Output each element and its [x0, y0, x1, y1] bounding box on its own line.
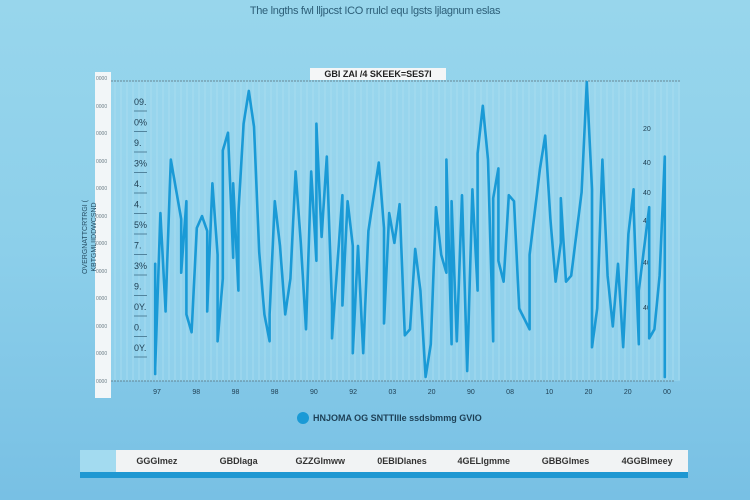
right-axis-label: 40 [643, 190, 651, 197]
y-tick-label: 5% [134, 220, 147, 230]
y-tick-label: 3% [134, 261, 147, 271]
y-tick-label-outer: 0000 [96, 103, 108, 110]
right-axis-label: 20 [643, 126, 651, 133]
y-tick-label-outer: 0000 [96, 323, 108, 330]
table-cell: 4GELlgmme [457, 456, 510, 466]
x-tick-label: 10 [545, 389, 553, 396]
right-axis-label: 40 [643, 160, 651, 167]
table-cell: GBDlaga [219, 456, 258, 466]
x-tick-label: 98 [192, 389, 200, 396]
y-tick-label: 4. [134, 179, 142, 189]
y-tick-label: 0% [134, 118, 147, 128]
y-tick-label-outer: 0000 [96, 131, 108, 137]
table-cell: GBBGlmes [541, 456, 590, 466]
y-tick-label: 9. [134, 282, 142, 292]
x-tick-label: 20 [428, 389, 436, 396]
chart-header-label: GBI ZAI /4 SKEEK=SES7I [310, 68, 446, 80]
x-tick-label: 98 [232, 389, 240, 396]
x-tick-label: 92 [349, 389, 357, 396]
right-axis-label: 40 [643, 260, 651, 267]
table-cell: GGGlmez [136, 456, 178, 466]
y-tick-label: 0. [134, 323, 142, 333]
table-underline [80, 472, 688, 478]
x-tick-label: 08 [506, 389, 514, 396]
x-tick-label: 20 [585, 389, 593, 396]
y-tick-label-outer: 0000 [96, 186, 108, 192]
legend-label: HNJOMA OG SNTTIlle ssdsbmmg GVIO [313, 413, 482, 423]
x-tick-label: 20 [624, 389, 632, 396]
y-tick-label-outer: 0000 [96, 296, 108, 302]
summary-table: GGGlmez GBDlaga GZZGlmww 0EBIDlanes 4GEL… [80, 450, 688, 472]
y-tick-label: 4. [134, 200, 142, 210]
y-tick-label: 09. [134, 97, 147, 107]
y-tick-label-outer: 0000 [96, 213, 108, 220]
y-tick-label: 0Y. [134, 302, 146, 312]
table-cell: 4GGBlmeey [621, 456, 673, 466]
x-tick-label: 90 [467, 389, 475, 396]
x-tick-label: 97 [153, 389, 161, 396]
series-line [153, 80, 667, 379]
x-tick-label: 00 [663, 389, 671, 396]
y-tick-label-outer: 0000 [96, 378, 108, 385]
y-tick-label-outer: 0000 [96, 351, 108, 357]
table-header-cell [80, 450, 116, 472]
y-tick-label-outer: 0000 [96, 158, 108, 165]
x-tick-label: 90 [310, 389, 318, 396]
table-cell: 0EBIDlanes [377, 456, 427, 466]
table-cell: GZZGlmww [295, 456, 346, 466]
x-tick-label: 98 [271, 389, 279, 396]
y-tick-label-outer: 0000 [96, 76, 108, 82]
y-tick-label: 0Y. [134, 343, 146, 353]
y-tick-label-outer: 0000 [96, 241, 108, 247]
y-tick-label: 3% [134, 159, 147, 169]
right-axis-label: 40 [643, 305, 651, 312]
x-tick-label: 03 [388, 389, 396, 396]
y-tick-label-outer: 0000 [96, 268, 108, 275]
legend: HNJOMA OG SNTTIlle ssdsbmmg GVIO [297, 412, 482, 424]
chart-title: The lngths fwl lljpcst ICO rrulcl equ lg… [249, 5, 501, 17]
legend-marker [297, 412, 309, 424]
y-tick-label: 7. [134, 241, 142, 251]
y-tick-label: 9. [134, 138, 142, 148]
y-axis-outer-strip: 0000 0000 0000 0000 0000 0000 0000 0000 0000 0000… [95, 72, 111, 398]
